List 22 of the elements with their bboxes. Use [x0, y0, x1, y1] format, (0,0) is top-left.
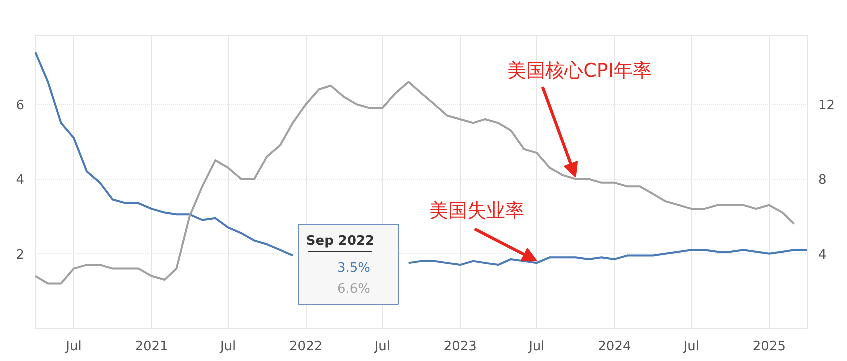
annotation: 3.5% — [337, 261, 371, 276]
x-tick-label: Jul — [374, 340, 390, 354]
x-tick-label: Jul — [65, 340, 82, 354]
x-tick-label: Jul — [528, 340, 545, 354]
x-tick-label: 2021 — [135, 340, 168, 354]
annotation: 美国核心CPI年率 — [508, 60, 652, 82]
x-tick-label: 2022 — [290, 340, 323, 354]
y-tick-label: 2 — [16, 248, 25, 263]
y2-tick-label: 8 — [818, 173, 827, 188]
annotation: Sep 2022 — [306, 234, 375, 249]
annotation: 6.6% — [337, 282, 371, 297]
x-tick-label: Jul — [219, 340, 236, 354]
y2-tick-label: 4 — [818, 248, 827, 263]
x-tick-label: Jul — [682, 340, 700, 354]
x-tick-label: 2025 — [752, 340, 786, 354]
y-tick-label: 6 — [16, 98, 25, 114]
annotation: 美国失业率 — [429, 200, 524, 222]
y-tick-label: 4 — [16, 173, 25, 188]
x-tick-label: 2024 — [598, 340, 632, 354]
line-series — [36, 81, 796, 285]
x-tick-label: 2023 — [444, 340, 477, 354]
y2-tick-label: 12 — [818, 98, 836, 114]
